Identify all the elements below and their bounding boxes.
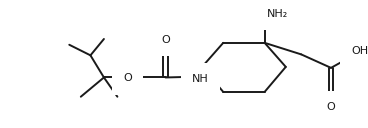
Text: O: O <box>123 73 132 83</box>
Text: O: O <box>161 35 170 45</box>
Text: NH: NH <box>192 74 209 84</box>
Text: NH₂: NH₂ <box>266 9 288 19</box>
Text: O: O <box>327 103 335 113</box>
Text: OH: OH <box>351 46 368 56</box>
